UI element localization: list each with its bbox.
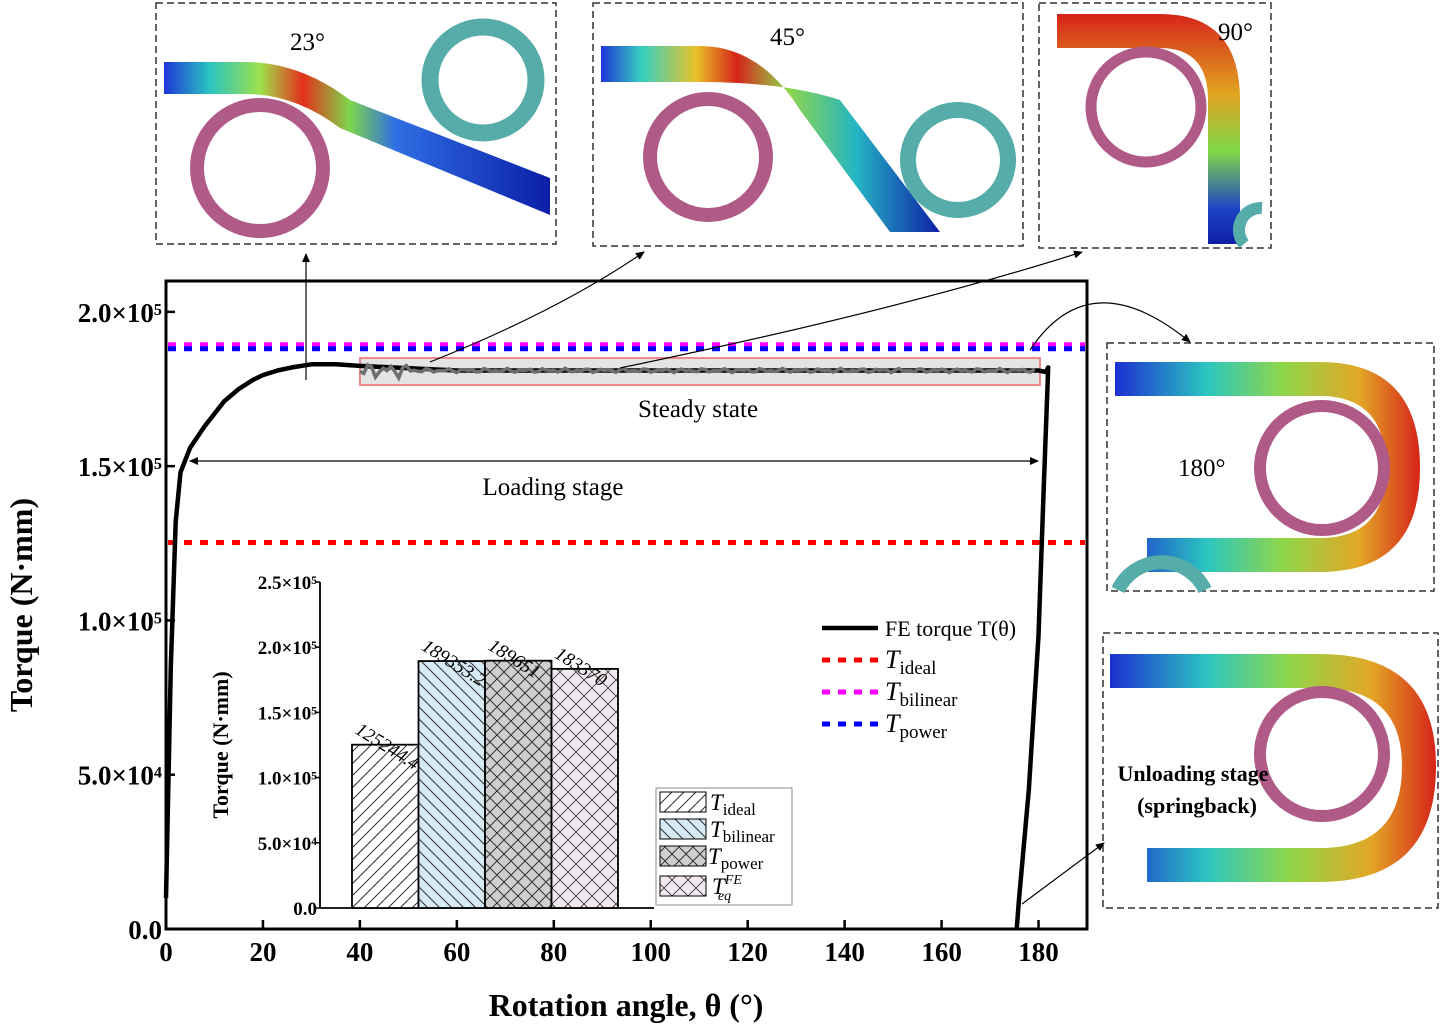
connector-arrow bbox=[1021, 842, 1105, 905]
inset-legend-power: Tpower bbox=[708, 844, 764, 873]
y-axis-title: Torque (N·mm) bbox=[3, 498, 39, 712]
legend-bilinear: Tbilinear bbox=[885, 677, 958, 711]
main-plot-frame bbox=[164, 279, 1089, 931]
inset-y-tick-label: 1.0×10⁵ bbox=[258, 769, 318, 790]
inset-y-tick-label: 2.5×10⁵ bbox=[258, 573, 318, 594]
fe-snapshot-180deg: 180° bbox=[1106, 342, 1435, 594]
fe-snapshot-23deg: 23° bbox=[155, 2, 557, 245]
fe-snapshot-unloading bbox=[1102, 632, 1439, 909]
y-tick-label: 1.5×10⁵ bbox=[78, 452, 162, 482]
steady-state-label: Steady state bbox=[638, 396, 758, 423]
inset-y-axis-title: Torque (N·mm) bbox=[208, 671, 233, 818]
inset-legend-ideal: Tideal bbox=[710, 790, 756, 819]
inset-bar bbox=[484, 659, 553, 909]
pink-roller-icon bbox=[1254, 686, 1390, 822]
pink-roller-icon bbox=[1085, 46, 1207, 168]
x-tick-label: 40 bbox=[346, 937, 373, 967]
legend-ideal: Tideal bbox=[885, 645, 936, 679]
teal-roller-icon bbox=[421, 18, 545, 142]
pink-roller-icon bbox=[190, 98, 330, 238]
unloading-label-line2: (springback) bbox=[1137, 793, 1257, 818]
inset-bar bbox=[550, 667, 619, 909]
angle-label-45: 45° bbox=[770, 24, 805, 51]
main-y-ticks: 0.0 5.0×10⁴ 1.0×10⁵ 1.5×10⁵ 2.0×10⁵ bbox=[78, 298, 175, 945]
x-tick-label: 160 bbox=[921, 937, 962, 967]
angle-label-180: 180° bbox=[1178, 455, 1226, 482]
y-tick-label: 0.0 bbox=[128, 915, 162, 945]
inset-legend-eq: TFE eq bbox=[712, 873, 742, 904]
legend-fe: FE torque T(θ) bbox=[885, 616, 1016, 641]
inset-legend-bilinear: Tbilinear bbox=[710, 817, 775, 846]
inset-y-tick-label: 1.5×10⁵ bbox=[258, 703, 318, 724]
inset-y-tick-label: 2.0×10⁵ bbox=[258, 638, 318, 659]
connector-arrow bbox=[1029, 302, 1191, 351]
inset-legend: Tideal Tbilinear Tpower TFE eq bbox=[655, 787, 793, 906]
main-x-ticks: 0 20 40 60 80 100 120 140 160 180 bbox=[159, 920, 1059, 967]
x-tick-label: 140 bbox=[824, 937, 865, 967]
fe-torque-curve bbox=[163, 362, 1051, 930]
inset-y-tick-label: 5.0×10⁴ bbox=[258, 834, 318, 855]
x-tick-label: 180 bbox=[1018, 937, 1059, 967]
angle-label-23: 23° bbox=[290, 29, 325, 56]
unloading-label-line1: Unloading stage bbox=[1118, 761, 1269, 786]
steady-state-wiggle bbox=[359, 362, 1036, 382]
fe-snapshot-45deg: 45° bbox=[592, 2, 1024, 247]
x-axis-title: Rotation angle, θ (°) bbox=[489, 987, 764, 1023]
pink-roller-icon bbox=[1254, 400, 1390, 536]
x-tick-label: 20 bbox=[249, 937, 276, 967]
inset-y-ticks: 0.0 5.0×10⁴ 1.0×10⁵ 1.5×10⁵ 2.0×10⁵ 2.5×10⁵ bbox=[258, 573, 320, 920]
y-tick-label: 5.0×10⁴ bbox=[78, 761, 162, 791]
pink-roller-icon bbox=[643, 92, 773, 222]
legend-power: Tpower bbox=[885, 709, 948, 743]
x-tick-label: 60 bbox=[443, 937, 470, 967]
main-legend: FE torque T(θ) Tideal Tbilinear Tpower bbox=[822, 616, 1016, 743]
connector-arrow bbox=[429, 251, 645, 363]
inset-bar bbox=[417, 660, 486, 909]
teal-roller-icon bbox=[900, 102, 1016, 218]
x-tick-label: 120 bbox=[727, 937, 768, 967]
x-tick-label: 0 bbox=[159, 937, 173, 967]
loading-stage-label: Loading stage bbox=[483, 474, 624, 501]
inset-bar bbox=[351, 743, 420, 909]
fe-snapshot-90deg: 90° bbox=[1038, 2, 1272, 249]
y-tick-label: 2.0×10⁵ bbox=[78, 298, 162, 328]
x-tick-label: 100 bbox=[630, 937, 671, 967]
connector-arrow bbox=[619, 250, 1083, 369]
angle-label-90: 90° bbox=[1218, 19, 1253, 46]
y-tick-label: 1.0×10⁵ bbox=[78, 606, 162, 636]
x-tick-label: 80 bbox=[540, 937, 567, 967]
inset-y-tick-label: 0.0 bbox=[293, 899, 317, 920]
